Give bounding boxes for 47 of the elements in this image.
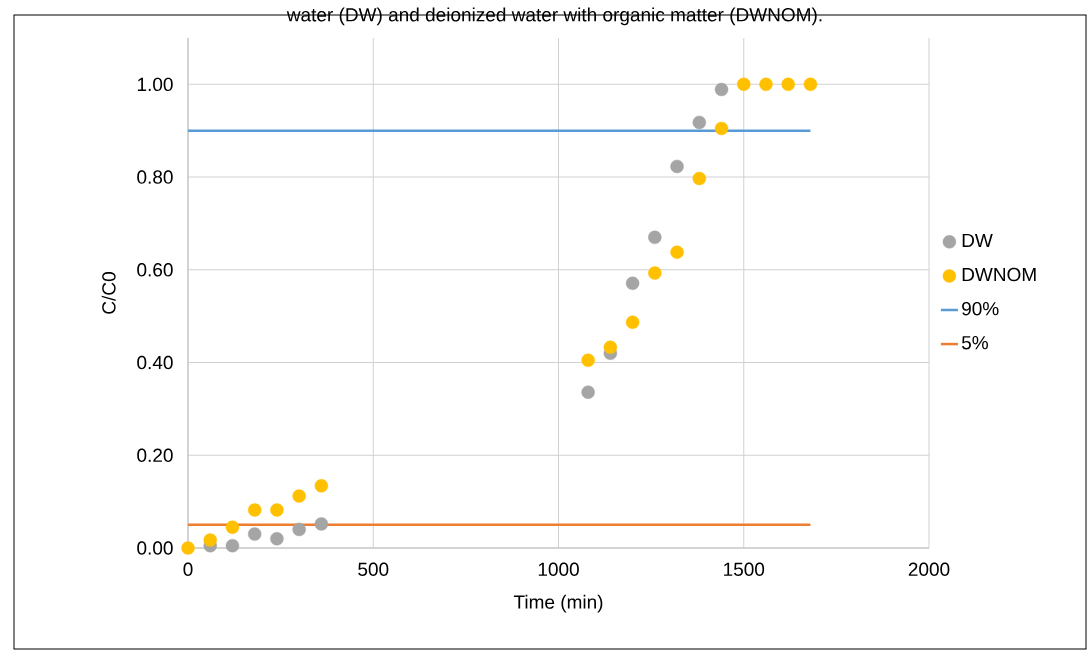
legend-label: DWNOM [962, 267, 1036, 282]
point [225, 520, 240, 534]
legend-label: 90% [962, 301, 999, 316]
x-tick-label: 0 [183, 562, 193, 576]
x-axis-title: Time (min) [513, 594, 603, 613]
point [292, 522, 306, 537]
point [803, 77, 818, 92]
y-tick-label: 0.40 [137, 355, 173, 370]
x-tick-label: 500 [358, 562, 389, 576]
x-tick-label: 2000 [908, 562, 950, 576]
point [737, 77, 751, 92]
point [648, 230, 662, 245]
x-tick-label: 1500 [724, 562, 765, 576]
y-tick-label: 0.20 [137, 448, 173, 462]
point [270, 503, 284, 517]
point [581, 353, 595, 367]
y-tick-label: 0.60 [137, 263, 173, 277]
point [692, 115, 706, 130]
legend-label: 5% [961, 336, 988, 350]
point [314, 517, 329, 531]
point [670, 159, 684, 174]
point [625, 315, 640, 329]
point [759, 77, 773, 92]
point [314, 479, 329, 493]
y-tick-label: 0.80 [137, 170, 173, 184]
point [648, 266, 662, 280]
point [248, 503, 262, 517]
point [270, 532, 284, 546]
point [581, 385, 595, 399]
point [625, 276, 640, 290]
x-tick-label: 1000 [538, 562, 579, 576]
point [692, 171, 706, 186]
point [292, 489, 306, 503]
text: water (DW) and deionized water with organic matter (DWNOM). [286, 7, 822, 26]
point [248, 527, 262, 541]
point [781, 77, 795, 92]
point [181, 541, 195, 555]
y-tick-label: 0.00 [137, 541, 173, 555]
point [714, 82, 729, 97]
point [225, 538, 240, 553]
point [714, 121, 729, 136]
legend-label: DW [962, 233, 993, 247]
y-tick-label: 1.00 [137, 77, 173, 92]
point [603, 340, 618, 354]
point [203, 533, 217, 547]
y-axis-title: C/C0 [101, 272, 116, 314]
point [670, 245, 684, 259]
